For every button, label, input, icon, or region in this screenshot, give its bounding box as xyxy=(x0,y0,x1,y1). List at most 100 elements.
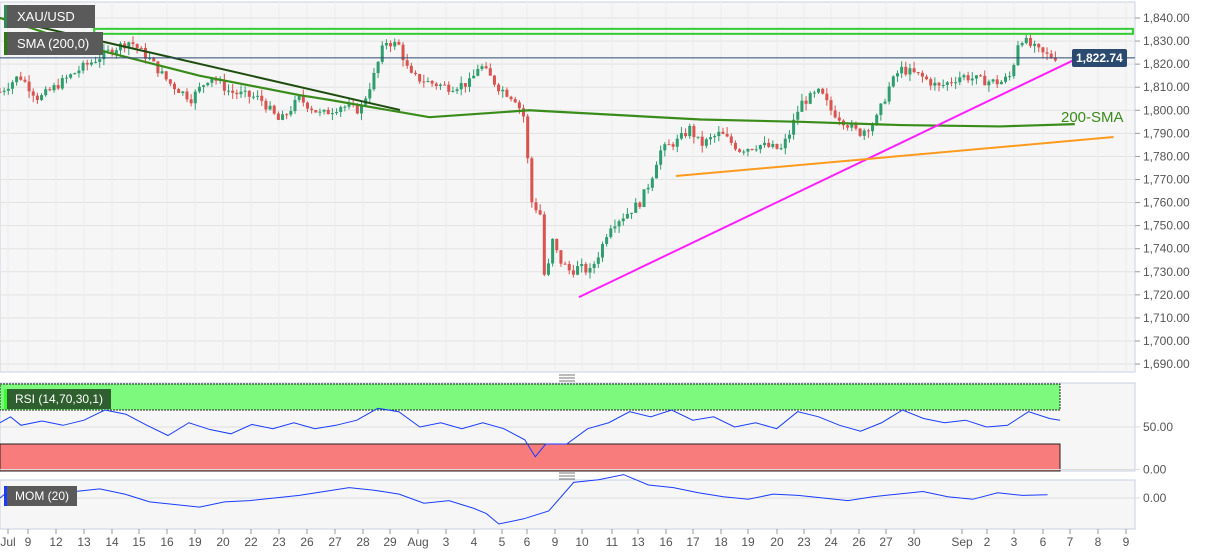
x-tick-label: 28 xyxy=(356,535,370,549)
candle-body xyxy=(679,133,683,139)
candle-body xyxy=(343,106,347,108)
candle-body xyxy=(771,143,775,147)
candle-body xyxy=(0,91,2,93)
candle-body xyxy=(376,61,380,73)
candle-body xyxy=(522,108,526,117)
y-tick-label: 1,740.00 xyxy=(1143,242,1190,256)
candle-body xyxy=(310,108,314,111)
sma-indicator-label[interactable]: SMA (200,0) xyxy=(4,32,103,55)
x-tick-label: 6 xyxy=(1040,535,1047,549)
candle-body xyxy=(509,96,513,100)
candle-body xyxy=(318,111,322,113)
candle-body xyxy=(763,142,767,146)
candle-body xyxy=(414,72,417,75)
y-tick-label: 1,830.00 xyxy=(1143,34,1190,48)
candle-body xyxy=(164,71,168,80)
candle-body xyxy=(160,71,164,74)
candle-body xyxy=(796,111,800,120)
candle-body xyxy=(817,88,821,93)
x-tick-label: 24 xyxy=(824,535,838,549)
candle-body xyxy=(754,149,758,151)
candle-body xyxy=(85,62,89,65)
candle-body xyxy=(916,72,920,74)
rsi-label[interactable]: RSI (14,70,30,1) xyxy=(4,389,112,409)
candle-body xyxy=(1045,52,1049,54)
y-tick-label: 1,750.00 xyxy=(1143,219,1190,233)
candle-body xyxy=(301,95,305,103)
candle-body xyxy=(6,88,10,91)
candle-body xyxy=(787,134,791,139)
candle-body xyxy=(1020,43,1024,46)
candle-body xyxy=(758,145,762,150)
candle-body xyxy=(625,213,629,219)
candle-body xyxy=(538,210,542,215)
resistance-band xyxy=(93,27,1134,35)
candle-body xyxy=(542,214,546,275)
candle-body xyxy=(534,202,538,211)
rsi-line xyxy=(0,407,1061,458)
candle-body xyxy=(933,82,937,86)
y-tick-label: 1,800.00 xyxy=(1143,103,1190,117)
candle-body xyxy=(667,144,671,146)
candle-body xyxy=(23,79,27,82)
candle-body xyxy=(908,68,912,75)
candle-body xyxy=(94,61,98,63)
candle-body xyxy=(571,270,575,275)
candle-body xyxy=(617,221,621,227)
candle-body xyxy=(991,79,995,82)
candle-body xyxy=(966,75,970,81)
candle-body xyxy=(173,83,177,90)
candle-body xyxy=(871,125,875,132)
candle-body xyxy=(895,73,899,77)
x-tick-label: 5 xyxy=(499,535,506,549)
candle-body xyxy=(347,104,351,107)
y-tick-label: 1,720.00 xyxy=(1143,288,1190,302)
candle-body xyxy=(775,143,779,149)
candle-body xyxy=(1049,53,1053,58)
candle-body xyxy=(476,68,480,76)
candle-body xyxy=(517,102,521,109)
candle-body xyxy=(854,123,858,129)
mom-label[interactable]: MOM (20) xyxy=(4,486,77,506)
candle-body xyxy=(634,202,638,213)
candle-body xyxy=(77,70,81,74)
candle-body xyxy=(937,82,941,86)
candle-body xyxy=(1004,76,1008,82)
candle-body xyxy=(945,82,949,86)
candle-body xyxy=(293,99,297,112)
x-tick-label: 23 xyxy=(272,535,286,549)
candle-body xyxy=(812,92,816,94)
sma-200-line xyxy=(0,16,1075,128)
candle-body xyxy=(472,75,476,79)
candle-body xyxy=(106,49,110,51)
candle-body xyxy=(281,114,285,120)
candle-body xyxy=(837,117,841,121)
candle-body xyxy=(887,86,891,102)
candle-body xyxy=(401,44,405,61)
x-tick-label: 29 xyxy=(383,535,397,549)
x-tick-label: 3 xyxy=(1011,535,1018,549)
x-tick-label: 6 xyxy=(524,535,531,549)
symbol-label: XAU/USD xyxy=(4,5,95,28)
candle-body xyxy=(551,238,555,264)
candle-body xyxy=(713,136,717,138)
x-tick-label: 3 xyxy=(443,535,450,549)
y-tick-label: 1,700.00 xyxy=(1143,334,1190,348)
candle-body xyxy=(1016,45,1020,66)
candle-body xyxy=(609,228,613,238)
candle-body xyxy=(81,62,85,71)
candle-body xyxy=(1008,76,1012,78)
support-line-orange xyxy=(675,136,1114,178)
x-tick-label: 26 xyxy=(300,535,314,549)
candle-body xyxy=(231,90,235,93)
candle-body xyxy=(56,85,60,89)
candle-body xyxy=(588,268,592,273)
candle-body xyxy=(48,89,52,91)
candle-body xyxy=(999,81,1003,85)
x-tick-label: 16 xyxy=(659,535,673,549)
candle-body xyxy=(438,84,442,87)
candle-body xyxy=(289,111,293,115)
candle-body xyxy=(717,131,721,137)
y-tick-label: 1,780.00 xyxy=(1143,149,1190,163)
